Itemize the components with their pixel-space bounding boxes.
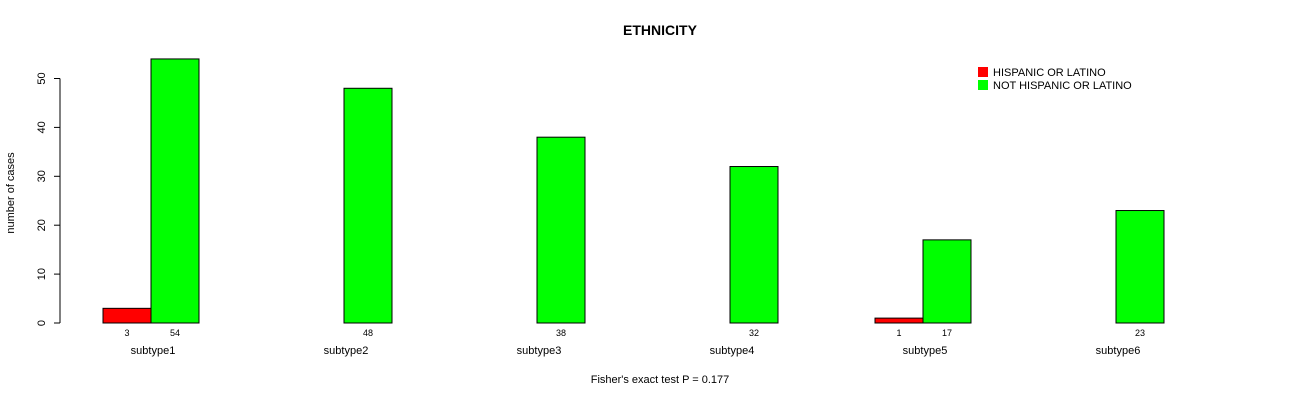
y-tick-label: 20 [36, 219, 48, 231]
x-category-label: subtype1 [131, 345, 176, 357]
x-category-label: subtype5 [903, 345, 948, 357]
legend-label: HISPANIC OR LATINO [993, 67, 1106, 79]
bar [536, 136, 586, 324]
y-tick-label: 10 [36, 268, 48, 280]
bar-value-label: 54 [170, 328, 180, 338]
y-tick-label: 0 [36, 320, 48, 326]
bars-group [102, 58, 1165, 324]
x-category-label: subtype4 [710, 345, 755, 357]
x-category-label: subtype6 [1096, 345, 1141, 357]
y-axis: 0 10 20 30 40 50 [36, 72, 61, 326]
bar [150, 58, 200, 324]
bar-value-label: 1 [896, 328, 901, 338]
legend-swatch [978, 80, 988, 90]
test-result-footer: Fisher's exact test P = 0.177 [591, 374, 730, 386]
bar-value-label: 48 [363, 328, 373, 338]
bar [102, 307, 152, 324]
bar [874, 317, 924, 324]
bar-value-label: 17 [942, 328, 952, 338]
chart-title: ETHNICITY [623, 22, 698, 38]
bar-value-label: 3 [124, 328, 129, 338]
bar-value-label: 38 [556, 328, 566, 338]
bar [922, 239, 972, 324]
y-tick-label: 50 [36, 72, 48, 84]
y-tick-label: 30 [36, 170, 48, 182]
bar [729, 166, 779, 324]
bar-value-labels: 3 54 48 38 32 1 17 23 [124, 328, 1145, 338]
x-category-label: subtype2 [324, 345, 369, 357]
legend-swatch [978, 67, 988, 77]
bar-value-label: 32 [749, 328, 759, 338]
x-category-labels: subtype1 subtype2 subtype3 subtype4 subtype5… [131, 345, 1141, 357]
x-category-label: subtype3 [517, 345, 562, 357]
bar-value-label: 23 [1135, 328, 1145, 338]
y-tick-label: 40 [36, 121, 48, 133]
legend-label: NOT HISPANIC OR LATINO [993, 80, 1132, 92]
bar [1115, 210, 1165, 324]
bar [343, 87, 393, 324]
y-axis-label: number of cases [5, 152, 17, 234]
